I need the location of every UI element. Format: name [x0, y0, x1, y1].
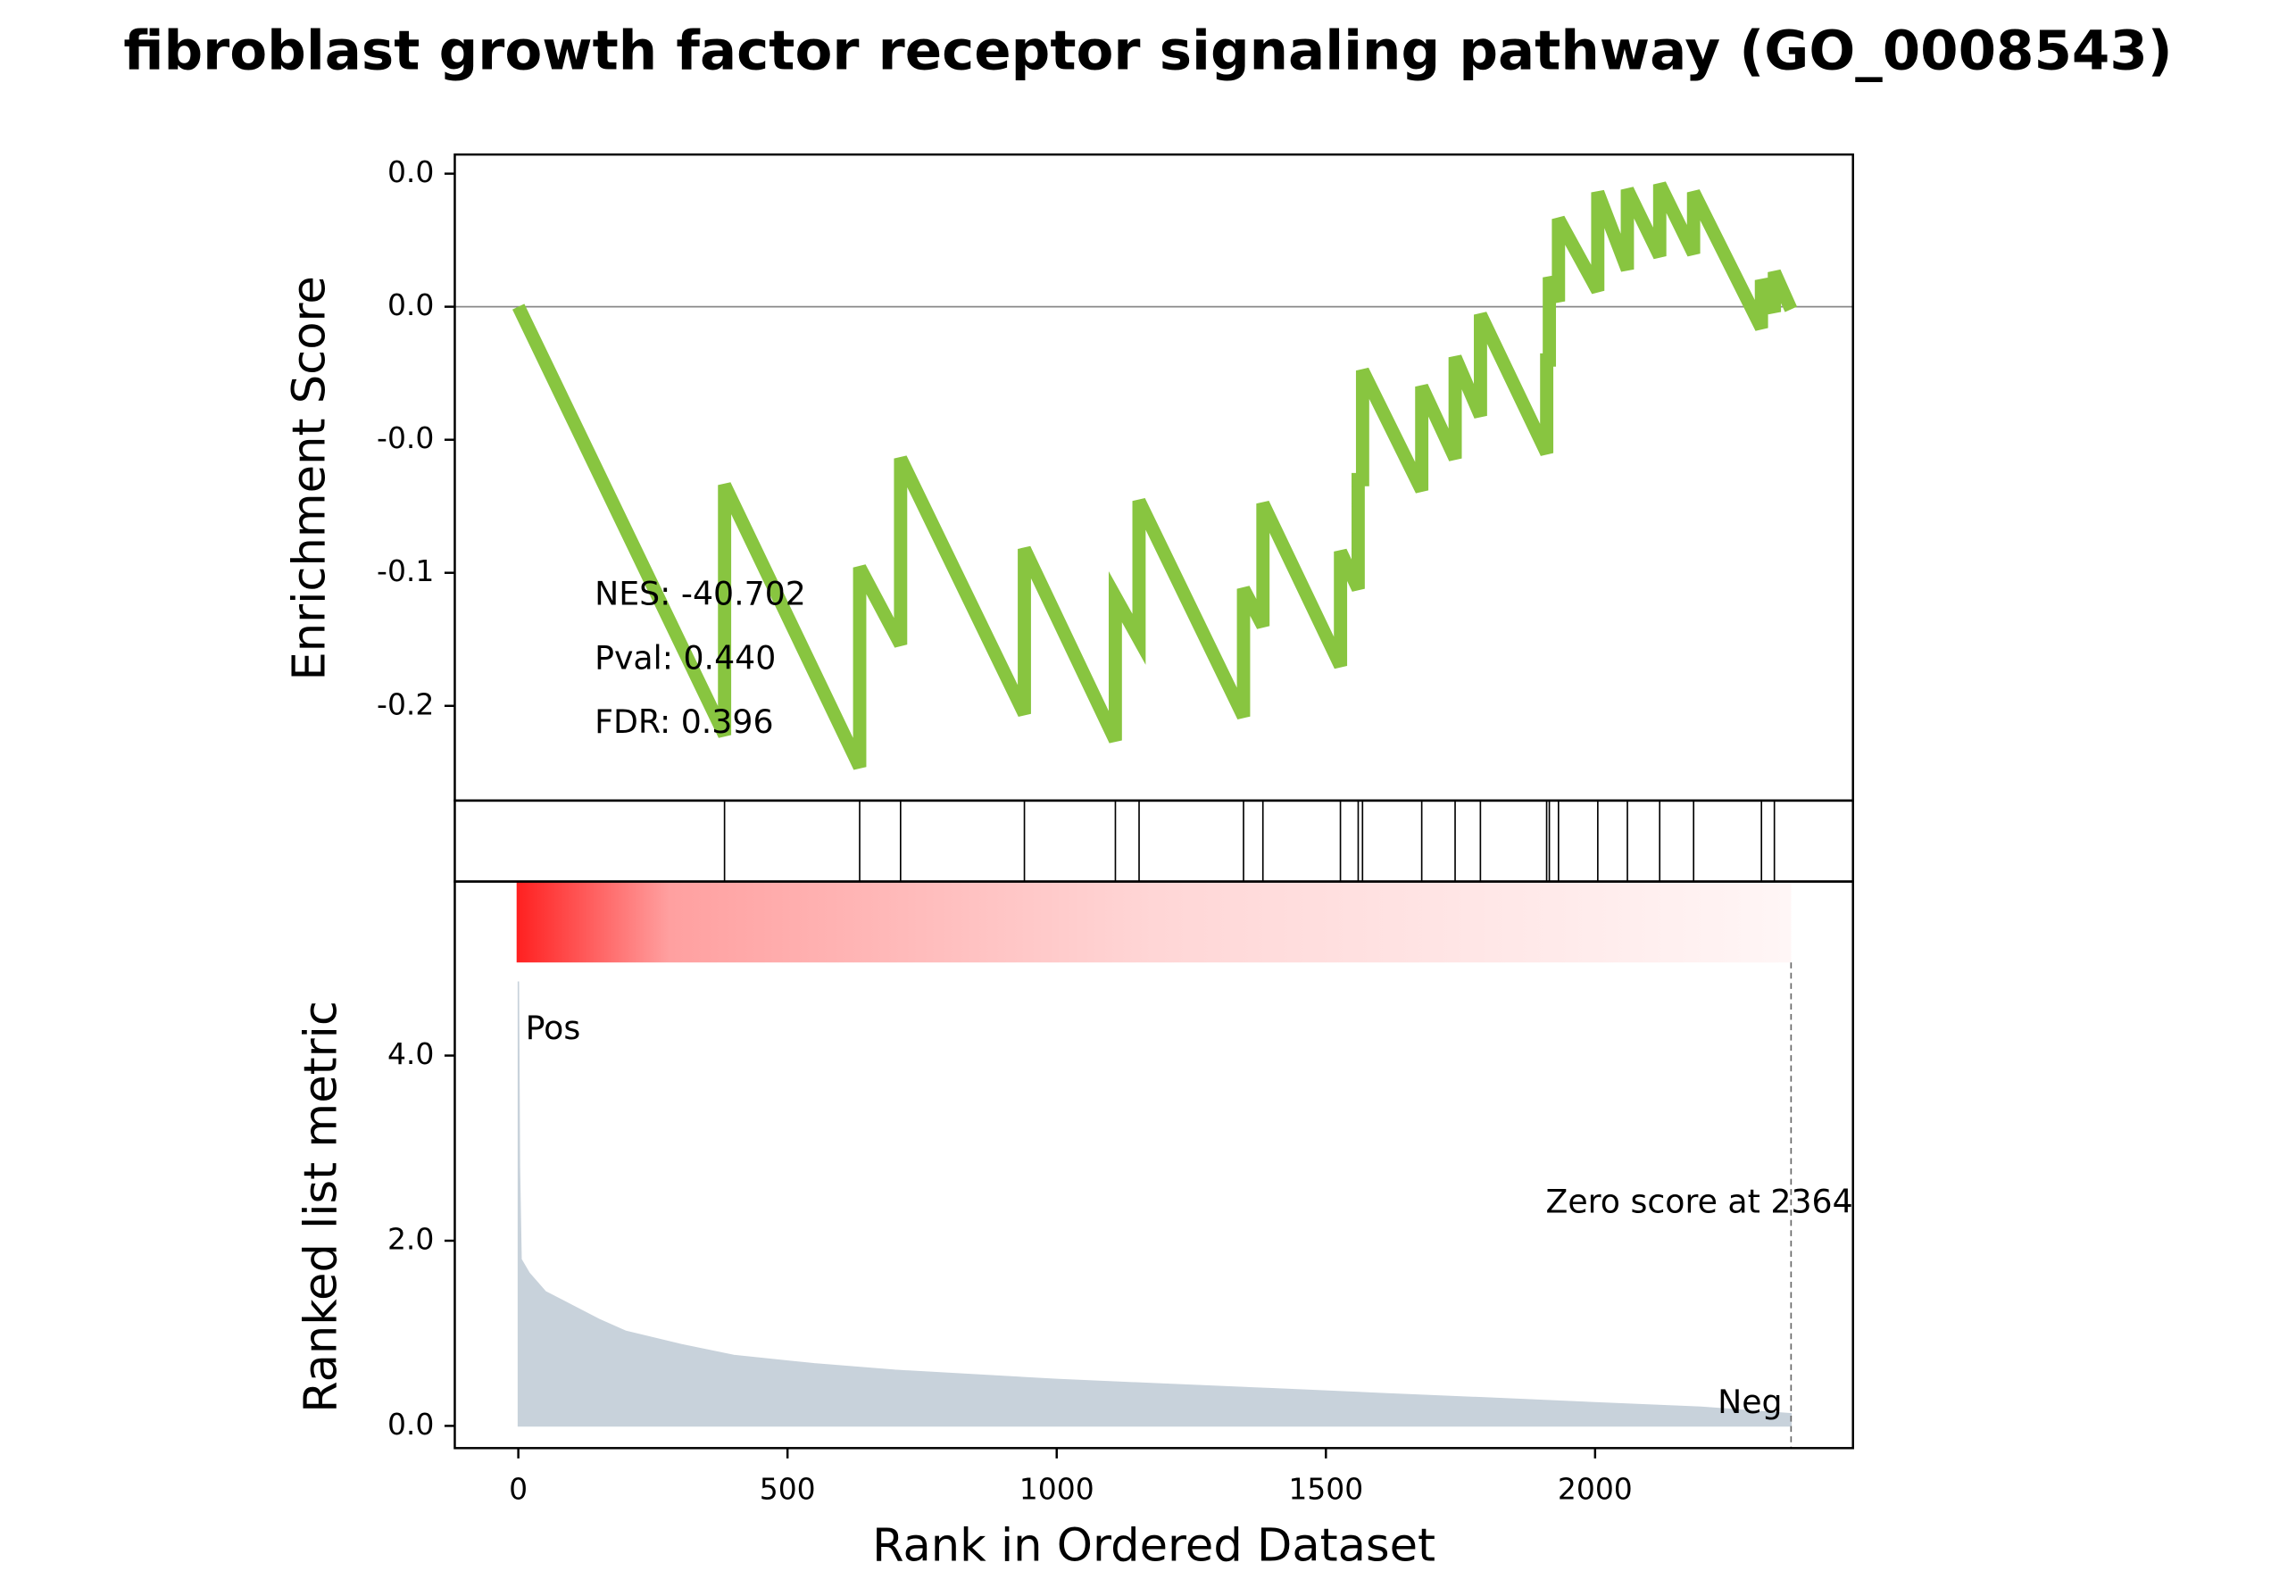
y-tick-label: 0.0 — [387, 287, 434, 322]
metric-panel-frame — [453, 880, 1854, 1450]
x-tick-label: 1500 — [1288, 1472, 1363, 1507]
x-tick-label: 1000 — [1019, 1472, 1094, 1507]
y-tick-label: 2.0 — [387, 1221, 434, 1256]
chart-title: fibroblast growth factor receptor signal… — [123, 20, 2172, 83]
y-tick-label: -0.2 — [377, 686, 434, 721]
stat-annotation: Pval: 0.440 — [595, 638, 776, 677]
x-tick-label: 2000 — [1558, 1472, 1633, 1507]
y-tick-label: 0.0 — [387, 1407, 434, 1442]
x-tick-label: 0 — [509, 1472, 528, 1507]
neg-label: Neg — [1718, 1383, 1782, 1421]
y-axis-label: Ranked list metric — [295, 1001, 348, 1413]
stat-annotation: NES: -40.702 — [595, 575, 806, 613]
pos-label: Pos — [526, 1009, 581, 1047]
y-tick-label: -0.0 — [377, 420, 434, 455]
y-tick-label: 0.0 — [387, 154, 434, 189]
y-axis-label: Enrichment Score — [284, 276, 337, 680]
x-tick-label: 500 — [760, 1472, 816, 1507]
y-tick-label: 4.0 — [387, 1036, 434, 1071]
ranked-metric-area — [517, 981, 1793, 1427]
rank-heat-strip — [516, 881, 1792, 963]
y-tick-label: -0.1 — [377, 553, 434, 588]
plot-layer: 0.0 0.0 -0.0 -0.1 -0.2 NES: -40.702 Pval: 0.44… — [377, 154, 1853, 1507]
stat-annotation: FDR: 0.396 — [595, 702, 773, 741]
zero-score-label: Zero score at 2364 — [1545, 1183, 1852, 1221]
enrichment-line — [512, 181, 1798, 770]
x-axis-label: Rank in Ordered Dataset — [872, 1519, 1435, 1572]
